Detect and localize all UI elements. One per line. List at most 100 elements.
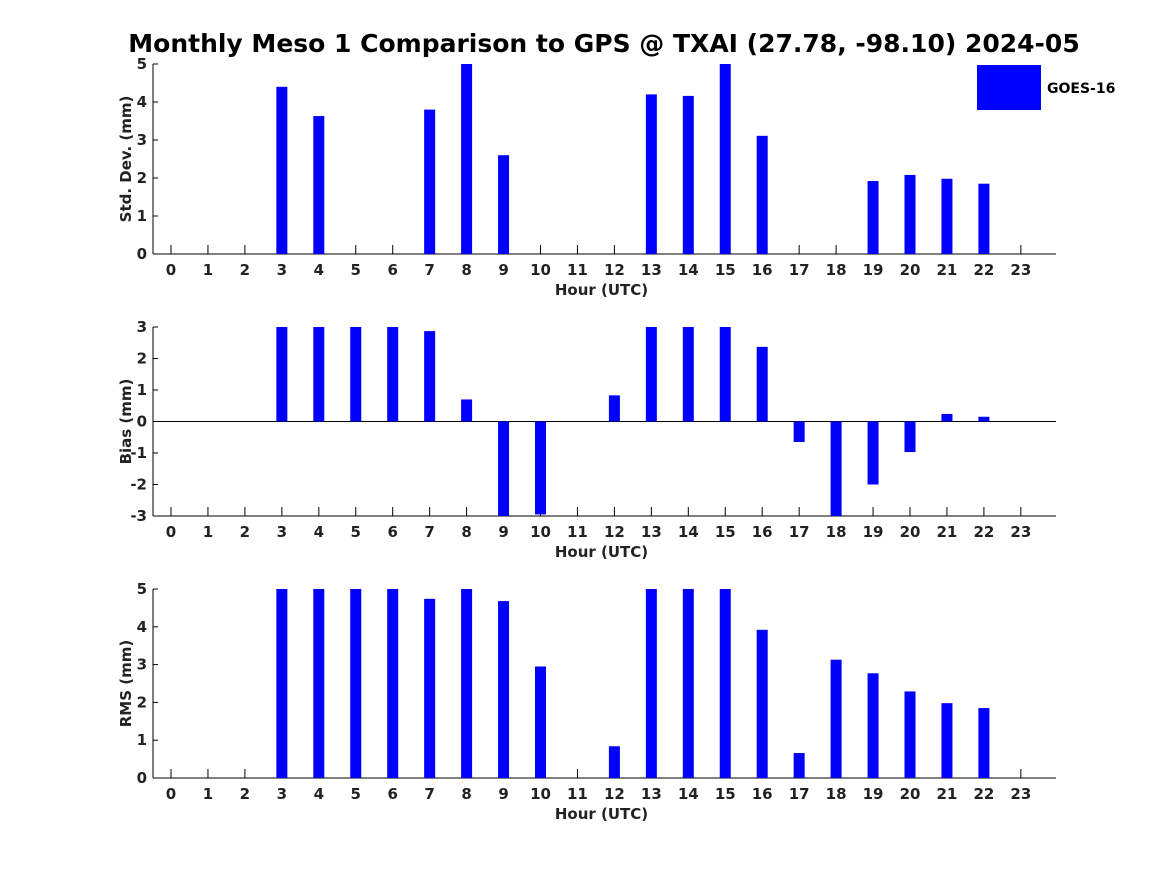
- x-tick-label: 8: [461, 523, 471, 541]
- bar-bias-hour-7: [424, 331, 436, 422]
- bar-rms-hour-13: [645, 589, 657, 778]
- x-axis-label: Hour (UTC): [555, 543, 648, 561]
- x-tick-label: 10: [530, 523, 551, 541]
- bar-std-dev-hour-13: [645, 94, 657, 255]
- x-tick-label: 16: [752, 261, 773, 279]
- x-tick-label: 19: [863, 261, 884, 279]
- x-tick-label: 18: [826, 523, 847, 541]
- x-tick-label: 22: [973, 261, 994, 279]
- bar-bias-hour-4: [313, 327, 325, 422]
- x-tick-label: 12: [604, 523, 625, 541]
- x-tick-label: 6: [387, 523, 397, 541]
- bar-std-dev-hour-20: [904, 174, 916, 254]
- bar-std-dev-hour-16: [756, 135, 768, 254]
- bar-bias-hour-5: [350, 327, 362, 422]
- x-tick-label: 7: [424, 785, 434, 803]
- bar-rms-hour-12: [608, 746, 620, 778]
- x-tick-label: 4: [314, 261, 324, 279]
- x-tick-label: 14: [678, 523, 699, 541]
- x-axis-label: Hour (UTC): [555, 281, 648, 299]
- y-tick-label: 0: [137, 245, 147, 263]
- bar-bias-hour-19: [867, 421, 879, 485]
- legend-label: GOES-16: [1047, 81, 1115, 97]
- legend-swatch: [977, 65, 1041, 110]
- bar-rms-hour-8: [461, 589, 473, 778]
- y-tick-label: -1: [130, 444, 147, 462]
- bar-std-dev-hour-21: [941, 178, 953, 254]
- x-tick-label: 21: [937, 785, 958, 803]
- bar-bias-hour-15: [719, 327, 731, 422]
- y-tick-label: -3: [130, 507, 147, 525]
- bar-bias-hour-13: [645, 327, 657, 422]
- bar-bias-hour-21: [941, 413, 953, 422]
- x-tick-label: 11: [567, 261, 588, 279]
- x-tick-label: 14: [678, 261, 699, 279]
- x-tick-label: 22: [973, 523, 994, 541]
- bar-rms-hour-4: [313, 589, 325, 778]
- x-tick-label: 12: [604, 785, 625, 803]
- y-tick-label: 5: [137, 580, 147, 598]
- x-tick-label: 8: [461, 785, 471, 803]
- y-tick-label: -2: [130, 476, 147, 494]
- y-tick-label: 2: [137, 693, 147, 711]
- x-tick-label: 3: [277, 785, 287, 803]
- x-tick-label: 1: [203, 785, 213, 803]
- y-tick-label: 1: [137, 731, 147, 749]
- x-tick-label: 21: [937, 261, 958, 279]
- bar-rms-hour-17: [793, 753, 805, 778]
- x-tick-label: 5: [351, 523, 361, 541]
- x-tick-label: 2: [240, 261, 250, 279]
- x-tick-label: 3: [277, 261, 287, 279]
- x-tick-label: 9: [498, 261, 508, 279]
- bar-bias-hour-22: [978, 416, 990, 422]
- y-tick-label: 4: [137, 618, 147, 636]
- bar-bias-hour-12: [608, 395, 620, 422]
- bar-rms-hour-3: [276, 589, 288, 778]
- bar-rms-hour-10: [535, 666, 546, 778]
- x-tick-label: 16: [752, 785, 773, 803]
- x-tick-label: 0: [166, 785, 176, 803]
- y-tick-label: 3: [137, 656, 147, 674]
- x-tick-label: 6: [387, 261, 397, 279]
- y-tick-label: 1: [137, 207, 147, 225]
- bar-bias-hour-17: [793, 421, 805, 442]
- x-tick-label: 11: [567, 523, 588, 541]
- x-tick-label: 15: [715, 523, 736, 541]
- x-tick-label: 9: [498, 785, 508, 803]
- x-tick-label: 23: [1010, 523, 1031, 541]
- bar-std-dev-hour-14: [682, 95, 694, 254]
- x-axis-label: Hour (UTC): [555, 805, 648, 823]
- x-tick-label: 1: [203, 523, 213, 541]
- bar-bias-hour-18: [830, 421, 842, 516]
- x-tick-label: 17: [789, 261, 810, 279]
- bar-rms-hour-6: [387, 589, 399, 778]
- bar-std-dev-hour-3: [276, 86, 288, 254]
- x-tick-label: 13: [641, 261, 662, 279]
- bar-rms-hour-20: [904, 691, 916, 778]
- y-axis-label: Std. Dev. (mm): [117, 96, 135, 223]
- y-tick-label: 2: [137, 169, 147, 187]
- bar-rms-hour-5: [350, 589, 362, 778]
- x-tick-label: 19: [863, 523, 884, 541]
- x-tick-label: 0: [166, 261, 176, 279]
- bar-std-dev-hour-7: [424, 109, 436, 254]
- y-tick-label: 5: [137, 55, 147, 73]
- x-tick-label: 2: [240, 523, 250, 541]
- x-tick-label: 22: [973, 785, 994, 803]
- x-tick-label: 19: [863, 785, 884, 803]
- x-tick-label: 20: [900, 261, 921, 279]
- x-tick-label: 6: [387, 785, 397, 803]
- bar-bias-hour-6: [387, 327, 399, 422]
- x-tick-label: 17: [789, 785, 810, 803]
- y-axis-label: RMS (mm): [117, 640, 135, 727]
- bar-rms-hour-15: [719, 589, 731, 778]
- x-tick-label: 4: [314, 523, 324, 541]
- bar-bias-hour-9: [498, 421, 510, 516]
- x-tick-label: 16: [752, 523, 773, 541]
- bar-rms-hour-9: [498, 601, 510, 778]
- x-tick-label: 5: [351, 785, 361, 803]
- y-tick-label: 2: [137, 350, 147, 368]
